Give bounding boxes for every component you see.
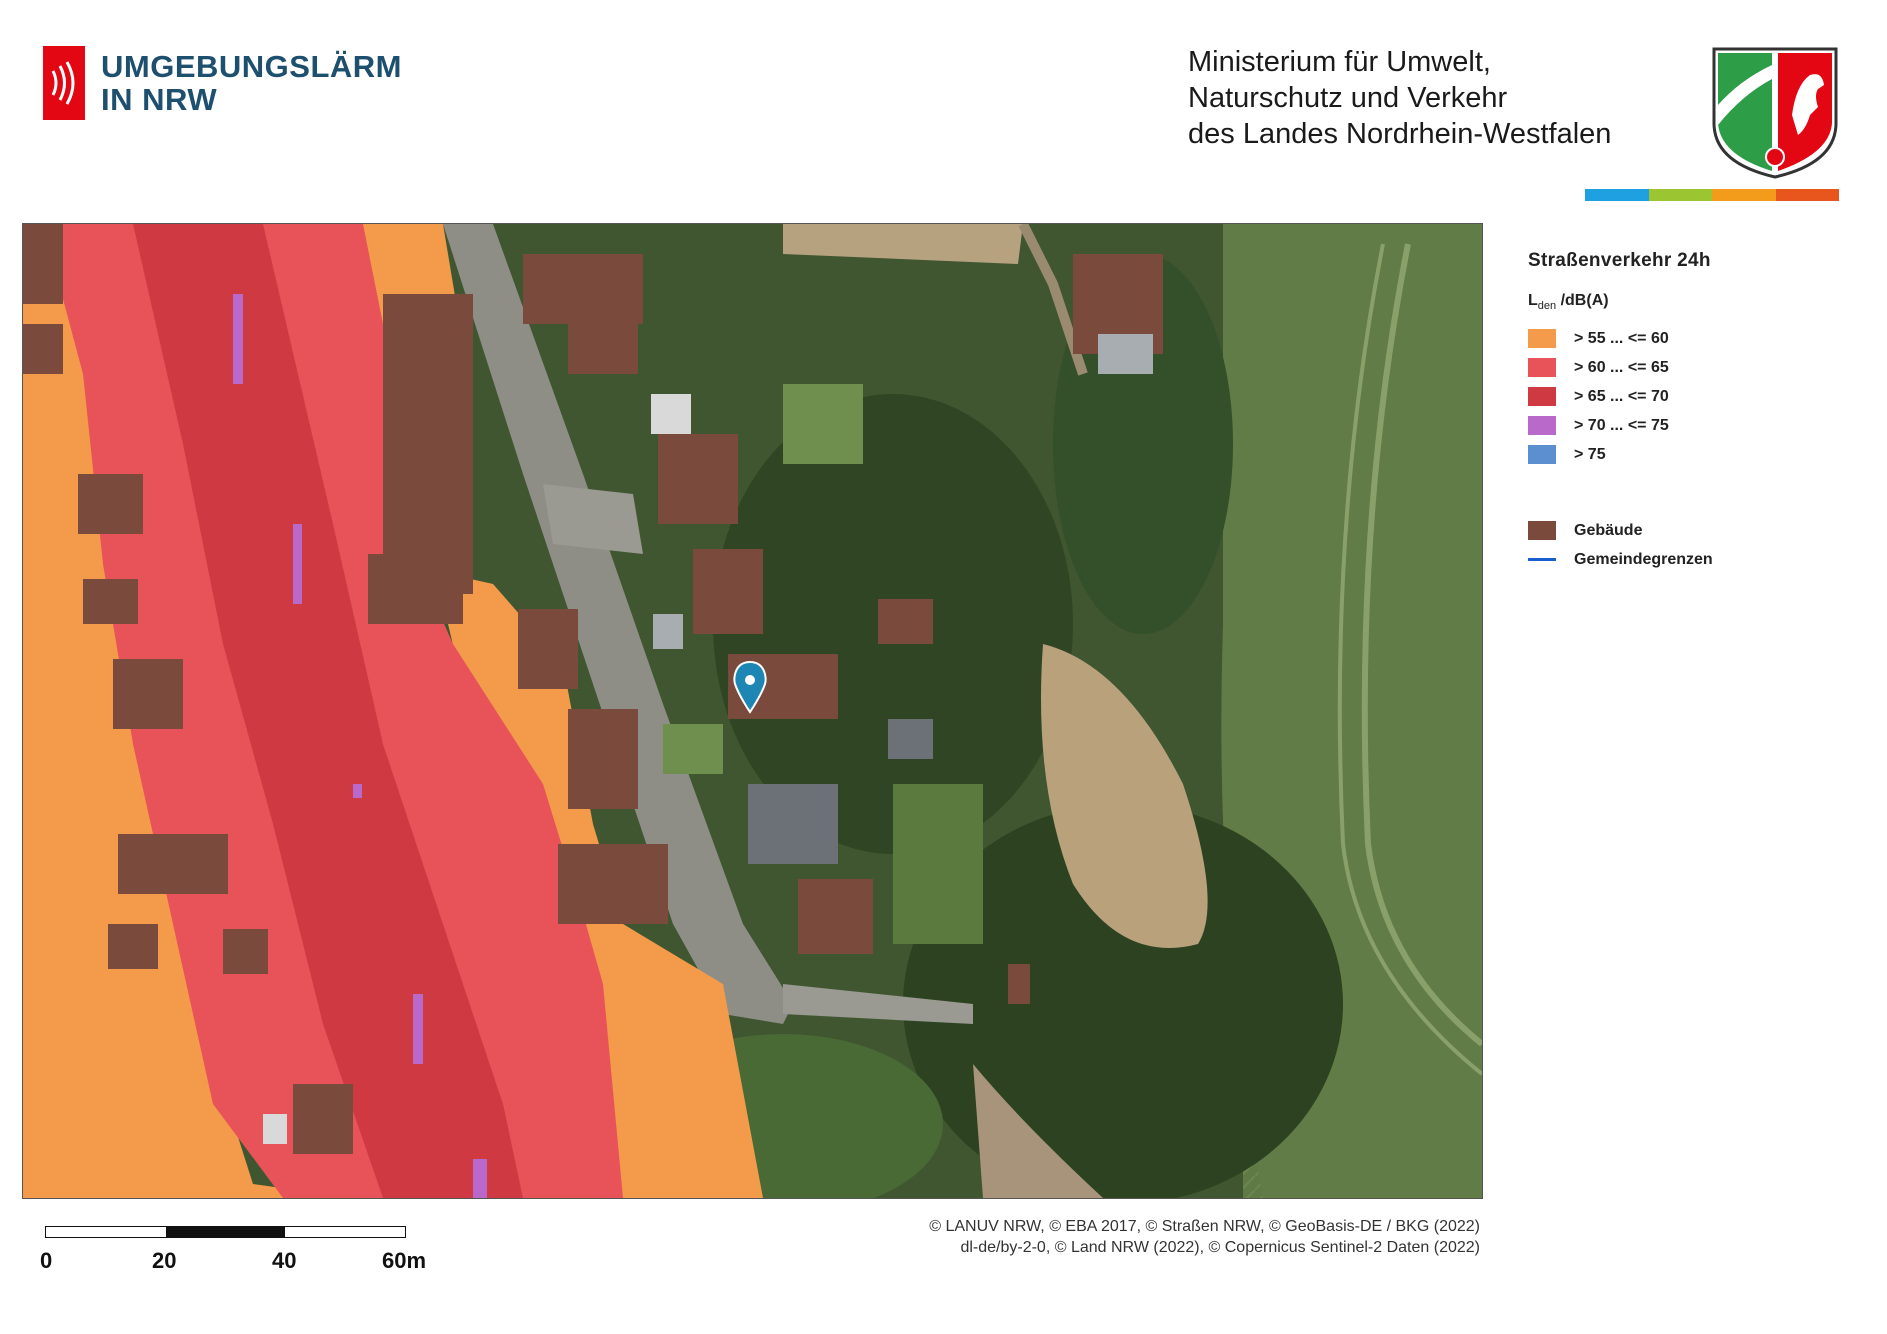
legend-unit-main: L [1528,292,1538,309]
legend-unit-sub: den [1537,300,1557,313]
ministry-name: Ministerium für Umwelt, Naturschutz und … [1188,44,1611,152]
scale-label-20: 20 [152,1248,177,1273]
map-legend: Straßenverkehr 24h Lden /dB(A) > 55 ... … [1528,250,1868,574]
legend-class-65-70: > 65 ... <= 70 [1528,382,1868,411]
building [23,224,63,304]
legend-line [1528,558,1556,562]
legend-swatch [1528,445,1556,465]
nrw-coat-of-arms-icon [1710,45,1840,181]
color-bar-red [1775,189,1839,201]
color-bar-orange [1712,189,1776,201]
ministry-line-1: Ministerium für Umwelt, [1188,46,1491,78]
legend-class-label: > 60 ... <= 65 [1574,358,1669,376]
color-bar-blue [1585,189,1649,201]
color-bar-green [1648,189,1712,201]
ministry-line-3: des Landes Nordrhein-Westfalen [1188,118,1612,150]
legend-title: Straßenverkehr 24h [1528,250,1711,271]
credits-line-2: dl-de/by-2-0, © Land NRW (2022), © Coper… [960,1239,1480,1256]
credits-line-1: © LANUV NRW, © EBA 2017, © Straßen NRW, … [929,1218,1480,1235]
scale-segment [285,1227,406,1237]
legend-buildings: Gebäude [1528,516,1868,545]
legend-building-label: Gebäude [1574,521,1643,539]
legend-class-55-60: > 55 ... <= 60 [1528,324,1868,353]
scale-label-40: 40 [272,1248,297,1273]
sound-waves-icon [43,46,85,120]
noise-zone-70-75 [233,294,243,384]
legend-class-75: > 75 [1528,440,1868,469]
scale-bar [45,1226,406,1238]
scale-label-0: 0 [40,1248,53,1273]
legend-swatch [1528,521,1556,541]
legend-class-label: > 55 ... <= 60 [1574,329,1669,347]
scale-segment [165,1227,286,1237]
legend-class-70-75: > 70 ... <= 75 [1528,411,1868,440]
scale-segment [46,1227,166,1237]
noise-zone-65-70 [133,224,523,1198]
noise-map[interactable] [22,223,1483,1199]
legend-unit: Lden /dB(A) [1528,292,1868,312]
field-track [1361,243,1482,1047]
legend-swatch [1528,358,1556,378]
legend-boundary-label: Gemeindegrenzen [1574,550,1713,568]
legend-unit-rest: /dB(A) [1556,292,1609,309]
bare-field [1041,644,1208,948]
local-street [443,224,793,1024]
legend-swatch [1528,387,1556,407]
legend-swatch [1528,416,1556,436]
location-pin-icon [733,660,767,714]
brand-color-bar [1585,189,1839,201]
legend-swatch [1528,329,1556,349]
scale-label-60m: 60m [382,1248,427,1273]
legend-class-label: > 70 ... <= 75 [1574,416,1669,434]
legend-class-label: > 75 [1574,445,1606,463]
legend-boundaries: Gemeindegrenzen [1528,545,1868,574]
map-credits: © LANUV NRW, © EBA 2017, © Straßen NRW, … [929,1216,1480,1258]
ministry-line-2: Naturschutz und Verkehr [1188,82,1508,114]
legend-class-60-65: > 60 ... <= 65 [1528,353,1868,382]
legend-class-label: > 65 ... <= 70 [1574,387,1669,405]
logo-line-2: IN NRW [101,82,218,117]
building-layer [23,224,1163,1154]
umgebungslaerm-logo: UMGEBUNGSLÄRM IN NRW [43,46,402,122]
logo-line-1: UMGEBUNGSLÄRM [101,49,402,84]
